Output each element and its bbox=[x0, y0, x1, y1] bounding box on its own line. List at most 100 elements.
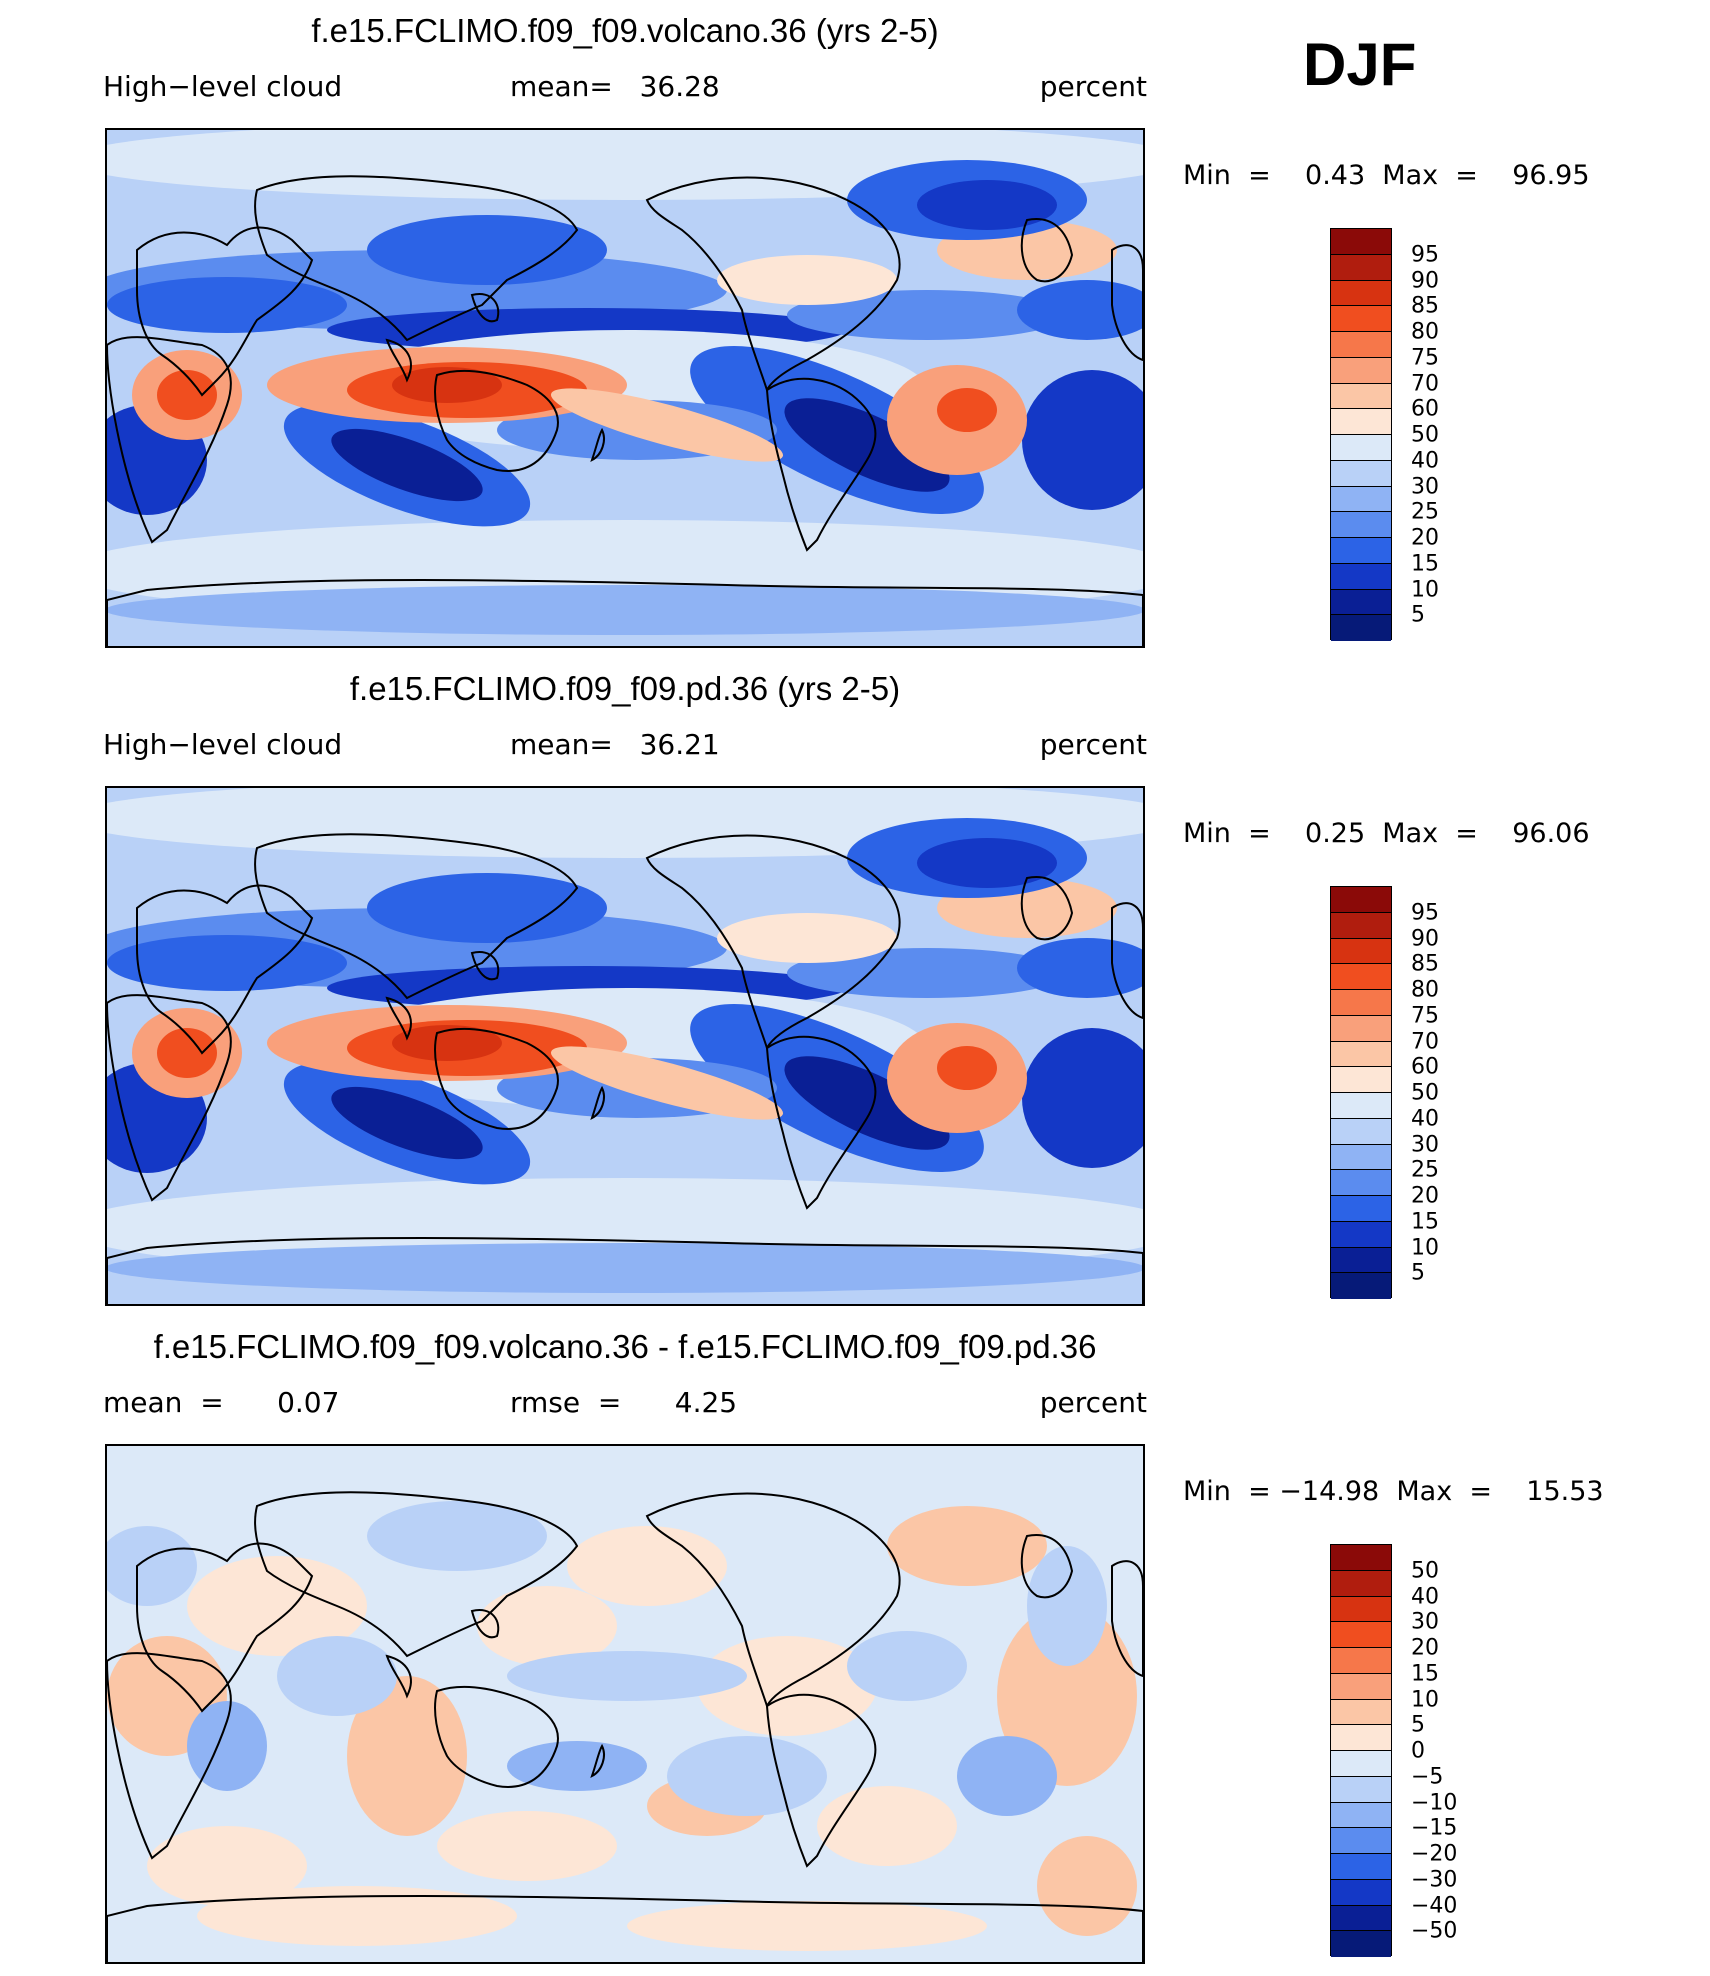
colorbar-label: 20 bbox=[1411, 525, 1439, 551]
colorbar-label: 85 bbox=[1411, 951, 1439, 977]
cloud-contour bbox=[107, 277, 347, 333]
cloud-contour bbox=[1022, 1028, 1143, 1168]
colorbar-box bbox=[1331, 938, 1391, 965]
colorbar-label: 60 bbox=[1411, 1054, 1439, 1080]
panel-volcano: f.e15.FCLIMO.f09_f09.volcano.36 (yrs 2-5… bbox=[0, 0, 1710, 660]
cloud-contour bbox=[1037, 1836, 1137, 1936]
colorbar-box bbox=[1331, 563, 1391, 590]
coastline bbox=[254, 1491, 579, 1658]
coastline bbox=[107, 1895, 1143, 1962]
colorbar-box bbox=[1331, 332, 1391, 358]
colorbar: 95 90 85 80 75 70 60 50 40 30 25 20 15 10 5 bbox=[1330, 228, 1439, 641]
colorbar-box bbox=[1331, 1570, 1391, 1597]
coastline bbox=[136, 1542, 314, 1713]
colorbar-label: 5 bbox=[1411, 1260, 1425, 1286]
colorbar-box bbox=[1331, 1041, 1391, 1068]
colorbar-box bbox=[1331, 357, 1391, 384]
colorbar-box bbox=[1331, 1648, 1391, 1674]
colorbar-label: 85 bbox=[1411, 293, 1439, 319]
colorbar-label: −40 bbox=[1411, 1893, 1458, 1918]
colorbar-box bbox=[1331, 964, 1391, 990]
cloud-contour bbox=[507, 1741, 647, 1791]
colorbar-label: 40 bbox=[1411, 448, 1439, 474]
colorbar-label: 70 bbox=[1411, 1029, 1439, 1054]
coastline bbox=[470, 1609, 500, 1639]
contour-map bbox=[105, 786, 1145, 1306]
variable-label: High−level cloud bbox=[103, 70, 343, 103]
cloud-contour bbox=[784, 398, 950, 492]
cloud-contour bbox=[567, 1526, 727, 1606]
colorbar-label: 95 bbox=[1411, 900, 1439, 926]
colorbar-label: 50 bbox=[1411, 1558, 1439, 1584]
colorbar-box bbox=[1331, 1221, 1391, 1248]
coastline bbox=[765, 1035, 877, 1210]
coastline bbox=[385, 338, 412, 383]
colorbar-label: −15 bbox=[1411, 1815, 1458, 1841]
colorbar-label: 15 bbox=[1411, 1209, 1439, 1235]
cloud-contour bbox=[392, 367, 502, 403]
coastline bbox=[107, 1237, 1143, 1304]
colorbar-box bbox=[1331, 1725, 1391, 1751]
colorbar-label: 20 bbox=[1411, 1635, 1439, 1661]
colorbar-box bbox=[1331, 1673, 1391, 1700]
cloud-contour bbox=[277, 1636, 397, 1716]
colorbar-box bbox=[1331, 990, 1391, 1016]
colorbar-box bbox=[1331, 254, 1391, 281]
colorbar-box bbox=[1331, 1015, 1391, 1042]
cloud-contour bbox=[1027, 1546, 1107, 1666]
coastline bbox=[1020, 1534, 1074, 1599]
units-label: percent bbox=[1039, 1386, 1147, 1419]
coastline bbox=[107, 579, 1143, 646]
cloud-contour bbox=[667, 1736, 827, 1816]
colorbar-box bbox=[1331, 486, 1391, 513]
cloud-contour bbox=[107, 935, 347, 991]
min-max-label: Min = −14.98 Max = 15.53 bbox=[1183, 1476, 1604, 1507]
coastline bbox=[107, 994, 232, 1202]
colorbar-box bbox=[1331, 1067, 1391, 1093]
coastline bbox=[1020, 876, 1074, 941]
contour-map bbox=[105, 128, 1145, 648]
colorbar-box bbox=[1331, 1196, 1391, 1222]
colorbar-label: −10 bbox=[1411, 1790, 1458, 1815]
colorbar-label: −30 bbox=[1411, 1867, 1458, 1893]
colorbar-box bbox=[1331, 280, 1391, 307]
coastline bbox=[765, 1693, 877, 1868]
cloud-contour bbox=[717, 255, 897, 305]
coastline bbox=[645, 834, 901, 1051]
colorbar-box bbox=[1331, 912, 1391, 939]
panel-difference: f.e15.FCLIMO.f09_f09.volcano.36 - f.e15.… bbox=[0, 1316, 1710, 1976]
cloud-contour bbox=[187, 1701, 267, 1791]
colorbar-label: 30 bbox=[1411, 1609, 1439, 1635]
contour-map bbox=[105, 1444, 1145, 1964]
coastline bbox=[107, 1652, 232, 1860]
cloud-contour bbox=[997, 1606, 1137, 1786]
colorbar-label: 50 bbox=[1411, 422, 1439, 448]
colorbar-box bbox=[1331, 409, 1391, 435]
cloud-contour bbox=[937, 1046, 997, 1090]
cloud-contour bbox=[157, 1028, 217, 1078]
colorbar-label: 5 bbox=[1411, 602, 1425, 628]
cloud-contour bbox=[550, 1046, 784, 1120]
colorbar-box bbox=[1331, 1093, 1391, 1119]
cloud-contour bbox=[550, 388, 784, 462]
panel-title: f.e15.FCLIMO.f09_f09.volcano.36 (yrs 2-5… bbox=[311, 12, 939, 49]
colorbar-box bbox=[1331, 1905, 1391, 1932]
colorbar-box bbox=[1331, 306, 1391, 332]
coastline bbox=[470, 293, 500, 323]
colorbar-label: 75 bbox=[1411, 345, 1439, 371]
colorbar-box bbox=[1331, 1879, 1391, 1906]
colorbar-box bbox=[1331, 1931, 1391, 1957]
colorbar-label: 40 bbox=[1411, 1584, 1439, 1609]
cloud-contour bbox=[784, 1056, 950, 1150]
colorbar-box bbox=[1331, 615, 1391, 641]
colorbar: 95 90 85 80 75 70 60 50 40 30 25 20 15 10 5 bbox=[1330, 886, 1439, 1299]
coastline bbox=[1111, 244, 1143, 362]
coastline bbox=[254, 175, 579, 342]
cloud-contour bbox=[717, 913, 897, 963]
cloud-contour bbox=[477, 1586, 617, 1666]
cloud-contour bbox=[347, 1676, 467, 1836]
coastline bbox=[434, 1027, 559, 1130]
colorbar-label: 30 bbox=[1411, 474, 1439, 499]
rmse-label: rmse = 4.25 bbox=[510, 1386, 738, 1419]
colorbar-label: 40 bbox=[1411, 1106, 1439, 1132]
